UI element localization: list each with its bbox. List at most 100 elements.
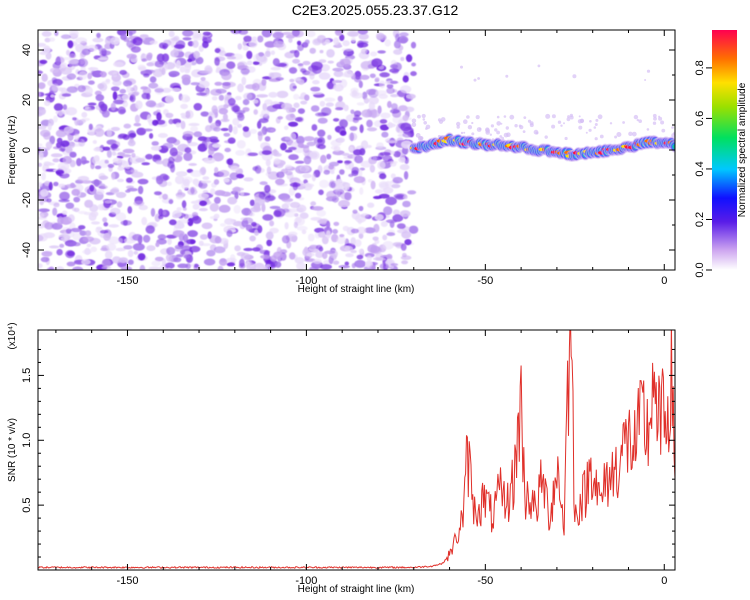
noise-blob [136,127,147,136]
noise-blob [405,54,413,63]
noise-blob [123,219,128,226]
noise-blob [360,48,368,55]
noise-blob [256,94,269,98]
noise-blob [387,121,393,129]
noise-blob [72,242,81,247]
noise-blob [379,119,388,124]
noise-blob [302,60,311,66]
noise-blob [177,263,189,269]
noise-blob [402,131,412,138]
noise-blob [55,169,64,175]
noise-blob [326,49,335,58]
noise-blob [44,100,51,107]
noise-blob [284,211,296,218]
noise-blob [276,90,289,99]
noise-blob [168,70,180,77]
noise-blob [370,245,381,254]
noise-blob [341,48,354,52]
noise-blob [228,97,236,106]
noise-blob [177,219,190,224]
noise-blob [306,141,316,147]
noise-blob [175,254,184,258]
noise-blob [112,157,123,164]
faint-blob [422,118,426,121]
noise-blob [349,146,354,152]
noise-blob [187,142,199,147]
noise-blob [162,193,169,200]
noise-blob [402,114,409,122]
faint-blob [417,114,421,119]
noise-blob [121,94,130,101]
noise-blob [330,139,342,147]
faint-blob [609,122,613,125]
snr-frame [37,329,676,571]
noise-blob [267,171,279,180]
noise-blob [233,204,241,214]
noise-blob [143,73,150,78]
noise-blob [155,119,166,125]
noise-blob [179,66,186,73]
noise-blob [101,265,111,270]
noise-blob [68,53,77,59]
noise-blob [315,143,321,149]
noise-blob [330,182,336,188]
noise-blob [226,229,233,238]
noise-blob [54,30,59,36]
noise-blob [120,266,133,270]
noise-blob [161,258,167,267]
noise-blob [49,245,60,249]
noise-blob [312,80,320,85]
noise-blob [62,104,68,111]
noise-blob [357,42,369,48]
faint-blob [557,120,562,124]
noise-blob [63,126,74,134]
noise-blob [264,41,277,48]
noise-blob [293,93,300,100]
noise-blob [252,99,259,104]
colorbar-label: Normalized spectral amplitude [737,82,748,217]
noise-blob [92,156,100,165]
noise-blob [270,255,277,262]
noise-blob [304,94,310,101]
noise-blob [280,249,288,254]
noise-blob [359,74,370,80]
noise-blob [180,112,187,117]
noise-blob [71,188,80,196]
colorbar-tick-label: 0.4 [694,161,706,176]
noise-blob [38,234,44,242]
noise-blob [354,155,364,164]
noise-blob [87,67,99,71]
faint-blob [653,116,657,121]
noise-blob [288,208,299,213]
noise-blob [181,74,191,81]
noise-blob [95,188,105,195]
noise-blob [148,266,161,270]
noise-blob [65,202,75,209]
noise-blob [182,37,192,41]
faint-blob [411,118,417,124]
noise-blob [123,237,136,244]
noise-blob [251,36,258,42]
noise-blob [110,102,116,111]
noise-blob [321,235,329,245]
noise-blob [369,73,376,79]
noise-blob [194,33,205,38]
noise-blob [402,252,407,258]
noise-blob [386,232,396,237]
noise-blob [305,182,310,187]
noise-blob [132,37,143,46]
noise-blob [138,66,147,71]
snr-y-multiplier: (x10⁴) [7,322,18,349]
noise-blob [117,134,124,139]
noise-blob [115,247,126,252]
noise-blob [289,252,296,260]
noise-blob [201,243,211,247]
noise-blob [284,51,295,59]
y-tick-label: 0 [21,147,33,153]
noise-blob [168,30,175,38]
noise-blob [78,225,86,230]
noise-blob [168,156,175,164]
faint-blob [563,122,565,125]
noise-blob [187,230,198,238]
noise-blob [270,50,276,55]
